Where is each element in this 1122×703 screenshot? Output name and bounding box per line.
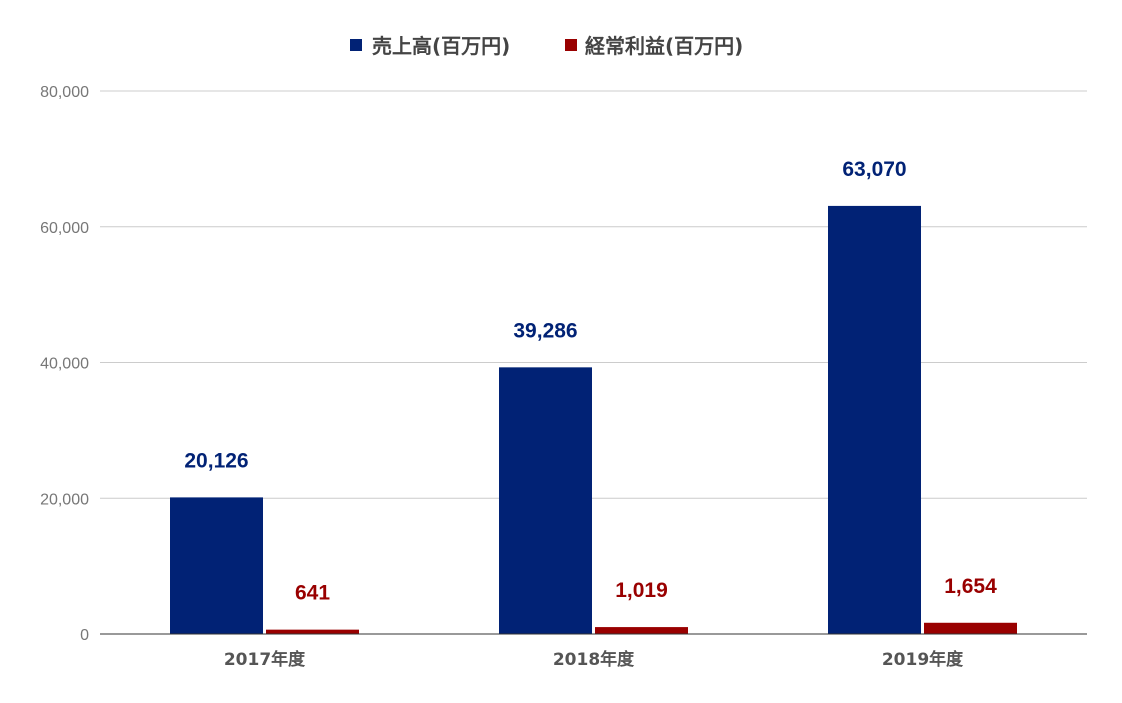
y-axis: 0 20,000 40,000 60,000 80,000 xyxy=(40,84,89,644)
bar-sales xyxy=(499,367,592,634)
x-axis: 2017年度 2018年度 2019年度 xyxy=(100,633,1087,670)
data-label-ordinary-profit: 641 xyxy=(295,582,330,605)
data-label-sales: 39,286 xyxy=(513,319,577,342)
x-tick-label: 2017年度 xyxy=(224,649,306,670)
bar-sales xyxy=(828,205,921,635)
data-label-ordinary-profit: 1,654 xyxy=(944,575,997,598)
data-label-sales: 63,070 xyxy=(842,158,906,181)
bar-sales xyxy=(170,497,263,634)
y-tick-label: 0 xyxy=(80,627,89,644)
legend-swatch-ordinary-profit xyxy=(565,39,577,51)
legend-label-sales: 売上高(百万円) xyxy=(372,34,510,58)
bar-ordinary-profit xyxy=(266,629,359,634)
y-tick-label: 20,000 xyxy=(40,491,89,508)
bar-ordinary-profit xyxy=(924,622,1017,634)
y-tick-label: 60,000 xyxy=(40,220,89,237)
y-tick-label: 80,000 xyxy=(40,84,89,101)
bars xyxy=(170,205,1017,635)
data-label-sales: 20,126 xyxy=(184,449,248,472)
x-tick-label: 2019年度 xyxy=(882,649,964,670)
legend-swatch-sales xyxy=(350,39,362,51)
legend-label-ordinary-profit: 経常利益(百万円) xyxy=(585,34,743,58)
gridlines xyxy=(100,90,1087,499)
x-tick-label: 2018年度 xyxy=(553,649,635,670)
bar-ordinary-profit xyxy=(595,627,688,634)
legend: 売上高(百万円) 経常利益(百万円) xyxy=(350,34,743,58)
data-label-ordinary-profit: 1,019 xyxy=(615,579,668,602)
data-labels: 20,126 641 39,286 1,019 63,070 1,654 xyxy=(184,158,997,605)
y-tick-label: 40,000 xyxy=(40,356,89,373)
